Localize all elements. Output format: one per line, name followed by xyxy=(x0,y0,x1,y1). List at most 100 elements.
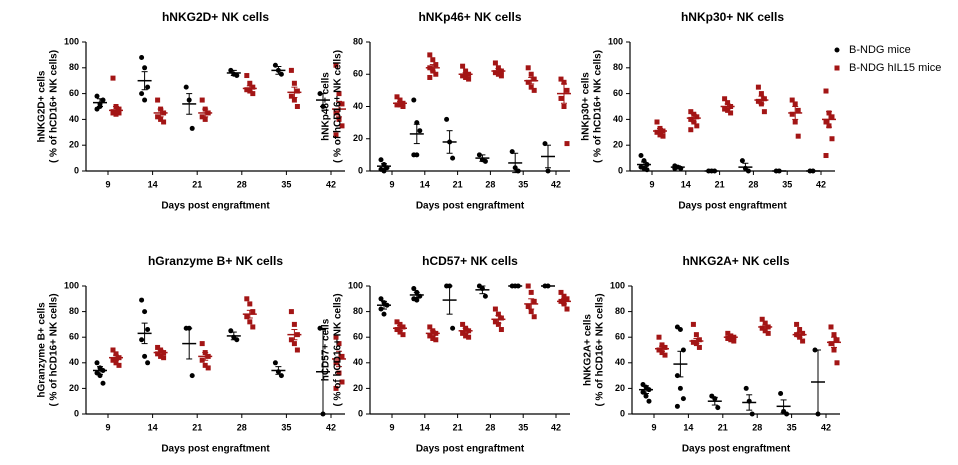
x-tick-label: 21 xyxy=(715,179,725,189)
y-tick-label: 20 xyxy=(69,383,79,393)
data-point xyxy=(531,76,537,82)
data-point xyxy=(728,110,734,116)
data-point xyxy=(139,337,145,343)
data-point xyxy=(411,286,417,292)
x-axis-title: Days post engraftment xyxy=(416,201,525,212)
data-point xyxy=(139,297,145,303)
data-point xyxy=(498,327,504,333)
y-axis-title: ( % of hCD16+ NK cells) xyxy=(333,50,344,163)
data-point xyxy=(339,379,345,385)
data-point xyxy=(244,73,250,79)
data-point xyxy=(561,104,567,109)
data-point xyxy=(110,347,116,353)
data-point xyxy=(333,334,339,340)
data-point xyxy=(397,97,403,103)
legend-marker xyxy=(834,65,840,71)
y-tick-label: 0 xyxy=(74,165,79,175)
y-tick-label: 60 xyxy=(69,332,79,342)
x-tick-label: 42 xyxy=(551,179,561,189)
x-tick-label: 42 xyxy=(326,179,336,189)
y-axis-title: ( % of hCD16+ NK cells) xyxy=(333,293,344,406)
data-point xyxy=(728,337,734,343)
data-point xyxy=(545,168,551,174)
data-point xyxy=(531,314,537,320)
data-point xyxy=(205,365,211,371)
data-point xyxy=(498,73,504,79)
x-tick-label: 28 xyxy=(485,422,495,432)
data-point xyxy=(155,344,161,350)
x-tick-label: 28 xyxy=(237,179,247,189)
data-point xyxy=(531,87,537,93)
data-point xyxy=(291,341,297,347)
data-point xyxy=(789,111,795,117)
x-tick-label: 14 xyxy=(420,422,430,432)
data-point xyxy=(400,332,406,338)
data-point xyxy=(831,347,837,353)
y-tick-label: 40 xyxy=(615,357,625,367)
y-axis-title: ( % of hCD16+ NK cells) xyxy=(593,50,604,163)
data-point xyxy=(336,91,342,97)
x-tick-label: 9 xyxy=(105,179,110,189)
y-tick-label: 0 xyxy=(620,408,625,418)
y-tick-label: 20 xyxy=(69,140,79,150)
data-point xyxy=(834,360,840,366)
data-point xyxy=(525,283,531,289)
data-point xyxy=(161,119,167,125)
data-point xyxy=(336,116,342,122)
data-point xyxy=(430,335,436,341)
data-point xyxy=(715,405,721,411)
data-point xyxy=(250,309,256,315)
data-point xyxy=(829,136,835,142)
data-point xyxy=(644,167,650,173)
data-point xyxy=(183,84,189,90)
data-point xyxy=(417,128,423,134)
y-tick-label: 60 xyxy=(353,69,363,79)
data-point xyxy=(411,97,417,103)
data-point xyxy=(142,97,148,103)
data-point xyxy=(450,155,456,161)
data-point xyxy=(247,80,253,86)
data-point xyxy=(659,342,665,348)
data-point xyxy=(646,398,652,404)
data-point xyxy=(564,141,570,147)
y-axis-title: ( % of hCD16+ NK cells) xyxy=(49,50,60,163)
data-point xyxy=(333,132,339,138)
y-tick-label: 20 xyxy=(615,383,625,393)
data-point xyxy=(823,88,829,94)
data-point xyxy=(558,289,564,295)
data-point xyxy=(110,75,116,81)
data-point xyxy=(244,87,250,93)
y-tick-label: 80 xyxy=(615,306,625,316)
x-tick-label: 21 xyxy=(453,422,463,432)
data-point xyxy=(294,88,300,94)
x-tick-label: 35 xyxy=(518,179,528,189)
data-point xyxy=(654,119,660,125)
data-point xyxy=(199,97,205,103)
data-point xyxy=(94,360,100,366)
data-point xyxy=(797,327,803,333)
y-axis-title: hGranzyme B+ cells xyxy=(37,302,48,398)
y-tick-label: 20 xyxy=(613,140,623,150)
y-tick-label: 100 xyxy=(64,280,79,290)
data-point xyxy=(690,321,696,327)
data-point xyxy=(100,380,106,386)
data-point xyxy=(528,289,534,295)
data-point xyxy=(333,360,339,366)
x-tick-label: 28 xyxy=(485,179,495,189)
x-tick-label: 28 xyxy=(748,179,758,189)
y-axis-title: hNKG2D+ cells xyxy=(37,70,48,142)
data-point xyxy=(792,101,798,107)
data-point xyxy=(765,330,771,336)
data-point xyxy=(161,355,167,361)
data-point xyxy=(244,314,250,320)
data-point xyxy=(677,327,683,333)
data-point xyxy=(339,101,345,107)
data-point xyxy=(244,296,250,302)
data-point xyxy=(460,63,466,69)
data-point xyxy=(145,84,151,90)
data-point xyxy=(792,119,798,125)
data-point xyxy=(155,351,161,357)
data-point xyxy=(660,133,666,139)
data-point xyxy=(762,320,768,326)
data-point xyxy=(492,60,498,66)
